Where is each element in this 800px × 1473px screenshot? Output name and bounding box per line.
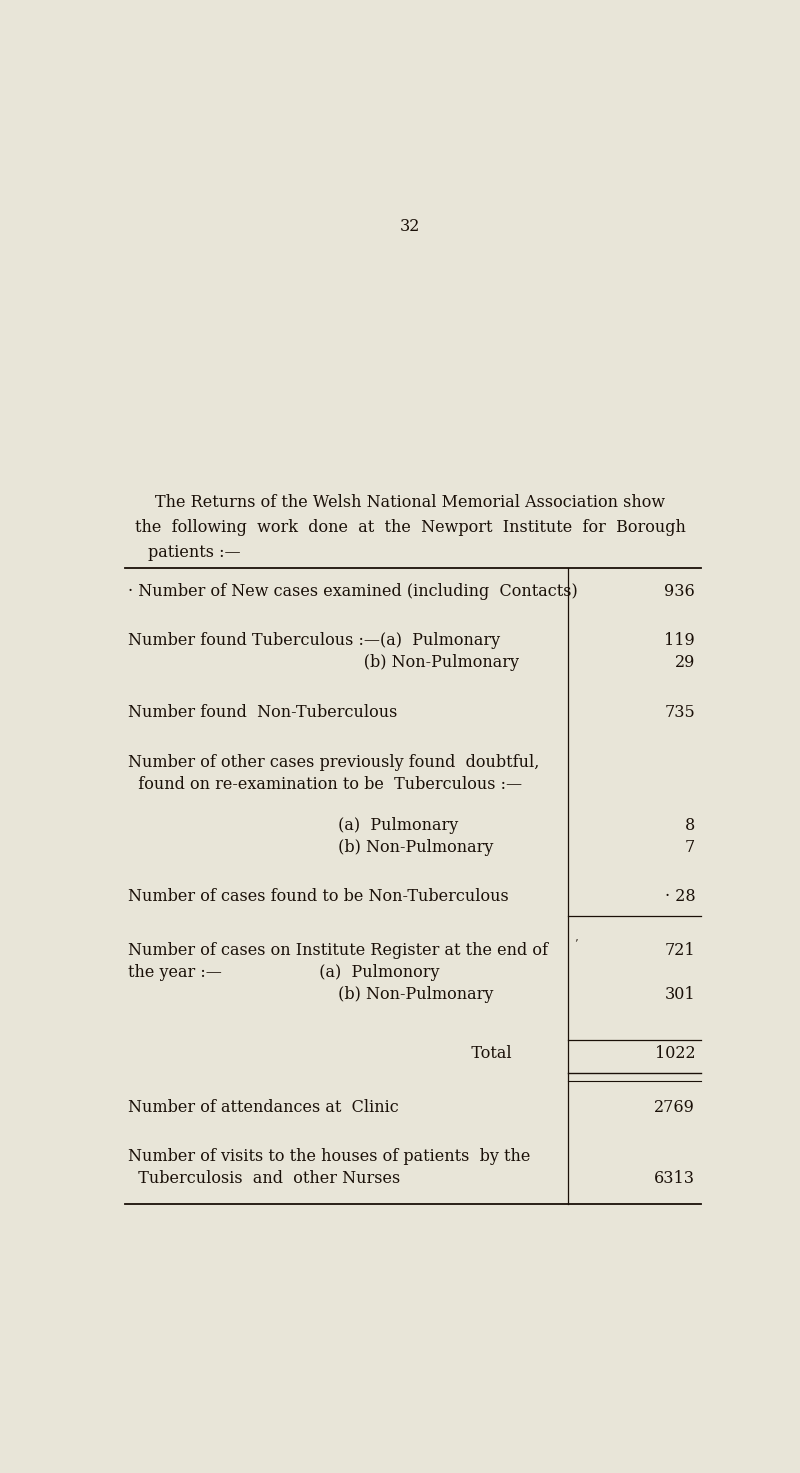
Text: 6313: 6313 <box>654 1171 695 1187</box>
Text: the  following  work  done  at  the  Newport  Institute  for  Borough: the following work done at the Newport I… <box>134 520 686 536</box>
Text: Number of other cases previously found  doubtful,: Number of other cases previously found d… <box>128 754 539 770</box>
Text: 8: 8 <box>685 816 695 834</box>
Text: 119: 119 <box>665 632 695 650</box>
Text: Number found Tuberculous :—(a)  Pulmonary: Number found Tuberculous :—(a) Pulmonary <box>128 632 500 650</box>
Text: The Returns of the Welsh National Memorial Association show: The Returns of the Welsh National Memori… <box>155 495 665 511</box>
Text: Total: Total <box>128 1046 511 1062</box>
Text: Number of visits to the houses of patients  by the: Number of visits to the houses of patien… <box>128 1149 530 1165</box>
Text: 29: 29 <box>675 654 695 672</box>
Text: the year :—                   (a)  Pulmonory: the year :— (a) Pulmonory <box>128 963 439 981</box>
Text: found on re-examination to be  Tuberculous :—: found on re-examination to be Tuberculou… <box>128 776 522 792</box>
Text: 301: 301 <box>665 985 695 1003</box>
Text: Tuberculosis  and  other Nurses: Tuberculosis and other Nurses <box>128 1171 400 1187</box>
Text: (a)  Pulmonary: (a) Pulmonary <box>128 816 458 834</box>
Text: (b) Non-Pulmonary: (b) Non-Pulmonary <box>128 838 494 856</box>
Text: Number found  Non-Tuberculous: Number found Non-Tuberculous <box>128 704 398 722</box>
Text: · Number of New cases examined (including  Contacts): · Number of New cases examined (includin… <box>128 583 578 600</box>
Text: 7: 7 <box>685 838 695 856</box>
Text: 2769: 2769 <box>654 1099 695 1115</box>
Text: 936: 936 <box>665 583 695 600</box>
Text: Number of cases found to be Non-Tuberculous: Number of cases found to be Non-Tubercul… <box>128 888 509 906</box>
Text: 735: 735 <box>665 704 695 722</box>
Text: patients :—: patients :— <box>148 544 241 561</box>
Text: (b) Non-Pulmonary: (b) Non-Pulmonary <box>128 985 494 1003</box>
Text: · 28: · 28 <box>665 888 695 906</box>
Text: Number of cases on Institute Register at the end of: Number of cases on Institute Register at… <box>128 941 548 959</box>
Text: Number of attendances at  Clinic: Number of attendances at Clinic <box>128 1099 398 1115</box>
Text: 721: 721 <box>665 941 695 959</box>
Text: 1022: 1022 <box>654 1046 695 1062</box>
Text: 32: 32 <box>400 218 420 234</box>
Text: ’: ’ <box>574 938 578 949</box>
Text: (b) Non-Pulmonary: (b) Non-Pulmonary <box>128 654 519 672</box>
